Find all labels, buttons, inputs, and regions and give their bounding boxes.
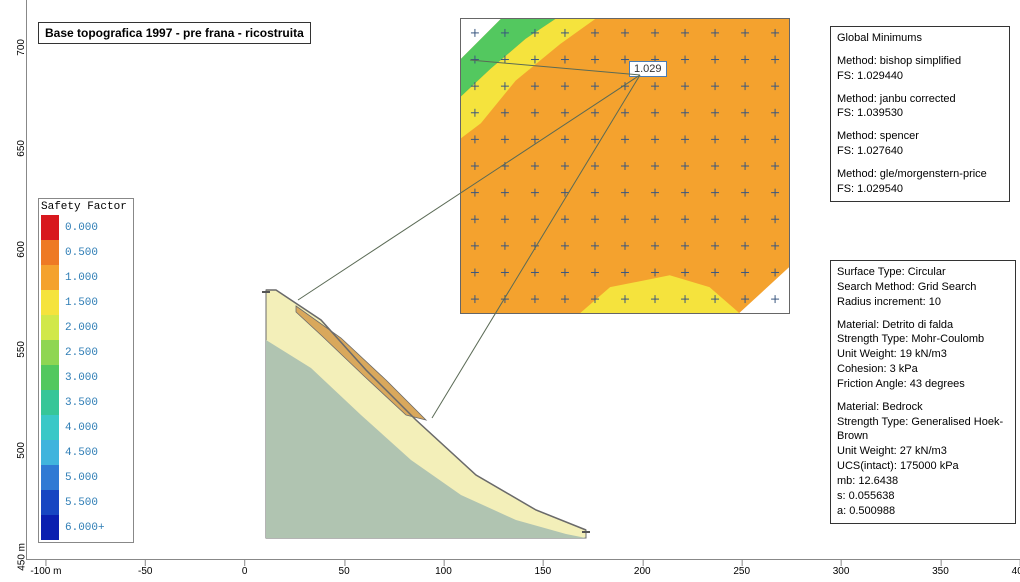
legend-swatch (41, 290, 59, 315)
legend-label: 4.000 (65, 422, 98, 434)
legend-swatch (41, 415, 59, 440)
x-tick: 200 (634, 566, 651, 577)
x-tick: -50 (138, 566, 152, 577)
legend-swatch (41, 390, 59, 415)
legend-row: 3.000 (41, 365, 131, 390)
legend-label: 0.000 (65, 222, 98, 234)
method-fs: FS: 1.029440 (837, 69, 1003, 84)
y-tick: 550 (17, 341, 28, 358)
legend-label: 1.500 (65, 297, 98, 309)
legend-row: 5.000 (41, 465, 131, 490)
legend-label: 2.000 (65, 322, 98, 334)
x-axis: -100 m -50 0 50 100 150 200 250 300 350 400 (26, 560, 1020, 582)
legend-label: 6.000+ (65, 522, 105, 534)
legend-label: 3.500 (65, 397, 98, 409)
x-tick: 0 (242, 566, 248, 577)
y-tick: 500 (17, 442, 28, 459)
method-fs: FS: 1.039530 (837, 106, 1003, 121)
surface-line: Surface Type: Circular (837, 265, 1009, 280)
material-line: Strength Type: Generalised Hoek-Brown (837, 415, 1009, 445)
legend-swatch (41, 365, 59, 390)
fs-value-label: 1.029 (629, 61, 667, 77)
material-line: Cohesion: 3 kPa (837, 362, 1009, 377)
method-name: Method: spencer (837, 129, 1003, 144)
legend-label: 5.000 (65, 472, 98, 484)
legend-row: 4.500 (41, 440, 131, 465)
x-tick: -100 m (30, 566, 61, 577)
legend-swatch (41, 215, 59, 240)
surface-material-box: Surface Type: CircularSearch Method: Gri… (830, 260, 1016, 524)
legend-row: 4.000 (41, 415, 131, 440)
legend-label: 2.500 (65, 347, 98, 359)
slope-cross-section (256, 280, 596, 540)
method-name: Method: janbu corrected (837, 92, 1003, 107)
legend-row: 5.500 (41, 490, 131, 515)
legend-row: 0.500 (41, 240, 131, 265)
x-tick: 350 (932, 566, 949, 577)
legend-row: 0.000 (41, 215, 131, 240)
x-tick: 50 (339, 566, 350, 577)
legend-swatch (41, 465, 59, 490)
method-fs: FS: 1.029540 (837, 182, 1003, 197)
material-line: Strength Type: Mohr-Coulomb (837, 332, 1009, 347)
legend-row: 2.000 (41, 315, 131, 340)
material-line: Material: Detrito di falda (837, 318, 1009, 333)
x-tick: 250 (733, 566, 750, 577)
global-minimums-box: Global Minimums Method: bishop simplifie… (830, 26, 1010, 202)
method-name: Method: bishop simplified (837, 54, 1003, 69)
y-tick: 700 (17, 39, 28, 56)
legend-row: 6.000+ (41, 515, 131, 540)
material-line: a: 0.500988 (837, 504, 1009, 519)
legend-row: 1.000 (41, 265, 131, 290)
legend-row: 1.500 (41, 290, 131, 315)
method-fs: FS: 1.027640 (837, 144, 1003, 159)
legend-swatch (41, 265, 59, 290)
material-line: Unit Weight: 27 kN/m3 (837, 444, 1009, 459)
surface-line: Search Method: Grid Search (837, 280, 1009, 295)
material-line: s: 0.055638 (837, 489, 1009, 504)
y-axis: 450 m500550600650700 (0, 0, 26, 560)
contour-grid: 1.029 (460, 18, 790, 314)
legend-label: 1.000 (65, 272, 98, 284)
y-tick: 450 m (17, 543, 28, 571)
material-line: Material: Bedrock (837, 400, 1009, 415)
legend-label: 5.500 (65, 497, 98, 509)
legend-swatch (41, 440, 59, 465)
surface-line: Radius increment: 10 (837, 295, 1009, 310)
x-tick: 300 (833, 566, 850, 577)
y-tick: 650 (17, 140, 28, 157)
legend-label: 3.000 (65, 372, 98, 384)
material-line: Unit Weight: 19 kN/m3 (837, 347, 1009, 362)
info-heading: Global Minimums (837, 31, 1003, 46)
legend-swatch (41, 240, 59, 265)
legend-label: 0.500 (65, 247, 98, 259)
material-line: mb: 12.6438 (837, 474, 1009, 489)
chart-title: Base topografica 1997 - pre frana - rico… (38, 22, 311, 44)
legend-swatch (41, 315, 59, 340)
legend-row: 3.500 (41, 390, 131, 415)
y-tick: 600 (17, 241, 28, 258)
legend-swatch (41, 515, 59, 540)
legend-row: 2.500 (41, 340, 131, 365)
x-tick: 400 (1012, 566, 1020, 577)
legend-title: Safety Factor (41, 201, 131, 213)
legend-swatch (41, 340, 59, 365)
x-tick: 100 (435, 566, 452, 577)
legend-label: 4.500 (65, 447, 98, 459)
x-tick: 150 (535, 566, 552, 577)
material-line: UCS(intact): 175000 kPa (837, 459, 1009, 474)
safety-factor-legend: Safety Factor 0.000 0.500 1.000 1.500 2.000 2… (38, 198, 134, 543)
legend-swatch (41, 490, 59, 515)
material-line: Friction Angle: 43 degrees (837, 377, 1009, 392)
method-name: Method: gle/morgenstern-price (837, 167, 1003, 182)
